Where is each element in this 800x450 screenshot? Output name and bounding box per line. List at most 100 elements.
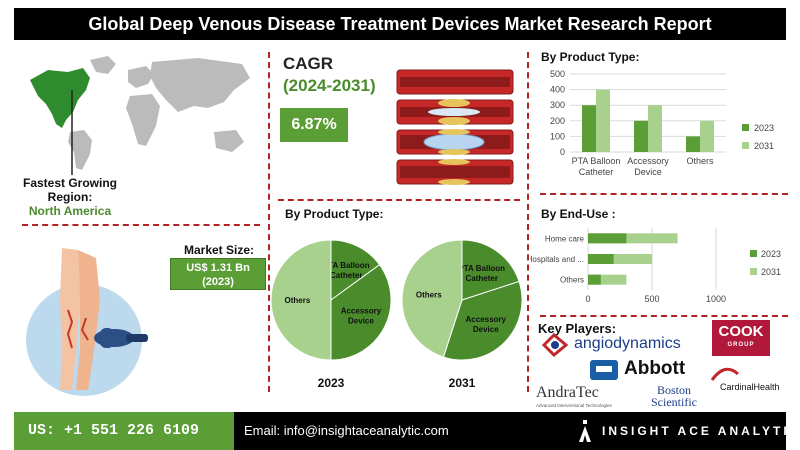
boston-scientific-logo: Boston Scientific	[644, 384, 704, 412]
pie-label: Catheter	[466, 274, 498, 283]
footer: US: +1 551 226 6109 Email: info@insighta…	[0, 412, 800, 450]
product-type-pies: PTA BalloonCatheterAccessoryDeviceOthers…	[270, 239, 523, 390]
footer-brand: INSIGHT ACE ANALYTIC	[602, 424, 800, 438]
leg-treatment-illustration	[26, 248, 148, 396]
andratec-logo-text: AndraTec	[536, 384, 599, 401]
cagr-value-box: 6.87%	[280, 108, 348, 142]
region-value: North America	[28, 204, 112, 218]
bar-2023	[588, 274, 601, 285]
footer-phone-panel: US: +1 551 226 6109	[14, 412, 234, 450]
bar-chart-title: By Product Type:	[541, 50, 640, 64]
bar-2031	[588, 254, 652, 264]
pie-label: Accessory	[466, 315, 507, 324]
pie-slice	[401, 239, 463, 358]
pie-label: Others	[416, 291, 442, 300]
legend-label: 2031	[754, 141, 774, 151]
footer-email-panel: Email: info@insightaceanalytic.com INSIG…	[234, 412, 798, 450]
boston-text: Boston	[656, 383, 691, 397]
legend-swatch	[742, 142, 749, 149]
angiodynamics-logo: angiodynamics	[540, 333, 710, 357]
divider-left-horizontal	[22, 224, 260, 226]
divider-right-horizontal-1	[540, 193, 788, 195]
pie-label: Device	[348, 316, 374, 325]
bar-2023	[588, 254, 614, 264]
pie-slice	[330, 264, 392, 361]
cook-logo-text: COOK	[718, 323, 764, 340]
legend-swatch	[742, 124, 749, 131]
y-tick-label: 0	[560, 147, 565, 157]
y-tick-label: Hospitals and ...	[530, 255, 584, 264]
x-tick-label: Device	[634, 167, 662, 177]
cagr-label: CAGR	[283, 54, 334, 73]
report-title: Global Deep Venous Disease Treatment Dev…	[14, 8, 786, 40]
legend-label: 2031	[761, 267, 781, 277]
cook-group-text: GROUP	[727, 342, 755, 348]
andratec-tagline: Advanced Interventional Technologies	[536, 403, 612, 408]
market-size-value: US$ 1.31 Bn	[186, 262, 250, 274]
abbott-logo-text: Abbott	[624, 358, 686, 379]
x-tick-label: 500	[644, 294, 659, 304]
y-tick-label: 400	[550, 85, 565, 95]
market-size-label: Market Size:	[183, 243, 255, 257]
bar	[700, 120, 714, 152]
pie-slice	[330, 239, 381, 301]
x-tick-label: Others	[686, 156, 714, 166]
world-map	[30, 56, 250, 175]
x-tick-label: Accessory	[627, 156, 669, 166]
pies-section-title: By Product Type:	[285, 207, 384, 221]
x-tick-label: 0	[585, 294, 590, 304]
bar-2031	[588, 274, 627, 285]
pie-slice	[461, 239, 520, 301]
angiodynamics-logo-text: angiodynamics	[574, 335, 681, 352]
key-players-title: Key Players:	[538, 321, 617, 336]
y-tick-label: Others	[560, 276, 584, 285]
pie-label: Catheter	[330, 271, 362, 280]
bar-2031	[588, 233, 678, 244]
footer-email[interactable]: Email: info@insightaceanalytic.com	[244, 423, 449, 438]
legend-swatch	[750, 268, 757, 275]
pie-label: PTA Balloon	[323, 261, 370, 270]
insight-ace-logo-icon	[579, 420, 591, 442]
end-use-bar-chart: 0 500 1000 Home care Hospitals and ... Others…	[530, 228, 781, 304]
y-tick-label: 100	[550, 131, 565, 141]
vein-angioplasty-illustration	[396, 69, 514, 185]
end-use-chart-title: By End-Use :	[541, 207, 616, 221]
north-america-region	[30, 68, 90, 128]
cardinal-health-logo: CardinalHealth	[706, 366, 790, 396]
x-tick-label: PTA Balloon	[572, 156, 621, 166]
legend-label: 2023	[761, 249, 781, 259]
y-tick-label: 300	[550, 100, 565, 110]
bar	[596, 89, 610, 152]
pie-label: PTA Balloon	[458, 264, 505, 273]
x-tick-label: Catheter	[579, 167, 614, 177]
divider-right	[527, 52, 529, 392]
cardinal-health-logo-text: CardinalHealth	[720, 382, 780, 392]
footer-phone[interactable]: US: +1 551 226 6109	[28, 422, 200, 439]
bar	[648, 105, 662, 152]
andratec-logo: AndraTec Advanced Interventional Technol…	[536, 384, 636, 410]
pie-label: Accessory	[341, 306, 382, 315]
pie-slice	[442, 280, 523, 361]
scientific-text: Scientific	[651, 395, 697, 409]
y-tick-label: Home care	[545, 234, 585, 243]
divider-left	[268, 52, 270, 392]
market-size-box: US$ 1.31 Bn (2023)	[170, 258, 266, 290]
divider-middle-horizontal	[278, 199, 520, 201]
bar	[582, 105, 596, 152]
pie-label: Device	[473, 325, 499, 334]
y-tick-label: 200	[550, 116, 565, 126]
y-tick-label: 500	[550, 69, 565, 79]
pie-label: Others	[285, 296, 311, 305]
bar-2023	[588, 233, 627, 244]
bar	[634, 120, 648, 152]
region-label: Fastest Growing Region:	[22, 176, 117, 204]
x-tick-label: 1000	[706, 294, 726, 304]
legend-label: 2023	[754, 123, 774, 133]
pie-year-label: 2023	[318, 376, 345, 390]
legend-swatch	[750, 250, 757, 257]
abbott-logo: Abbott	[590, 358, 700, 382]
pie-year-label: 2031	[449, 376, 476, 390]
cook-logo: COOK GROUP	[712, 320, 770, 356]
cagr-period: (2024-2031)	[283, 76, 376, 95]
